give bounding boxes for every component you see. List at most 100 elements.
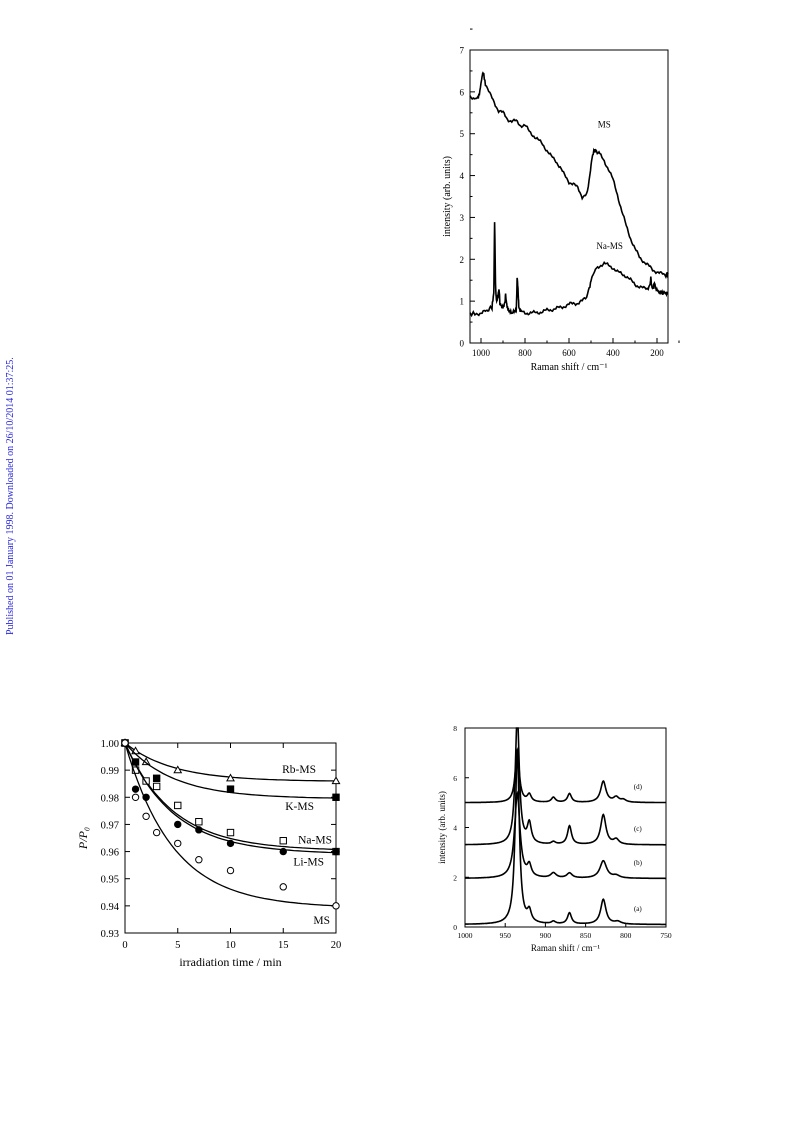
- y-tick-label: 1.00: [101, 739, 119, 750]
- x-axis-label: Raman shift / cm⁻¹: [531, 943, 600, 953]
- data-point-rb-ms: [331, 776, 341, 785]
- y-axis-label: intensity (arb. units): [442, 156, 453, 237]
- x-tick-label: 15: [278, 940, 289, 951]
- series-line-ms: [469, 71, 669, 280]
- fit-line-ms: [124, 742, 337, 907]
- y-tick-label: 0: [453, 923, 457, 932]
- series-label-a: (a): [634, 905, 642, 913]
- x-tick-label: 5: [175, 940, 180, 951]
- y-tick-label: 6: [460, 87, 465, 97]
- x-tick-label: 950: [500, 931, 512, 940]
- data-point-k-ms: [131, 758, 140, 766]
- data-point-k-ms: [152, 774, 161, 782]
- x-tick-label: 800: [620, 931, 632, 940]
- x-tick-label: 750: [660, 931, 672, 940]
- data-point-na-ms: [142, 777, 150, 785]
- data-point-na-ms: [152, 782, 161, 791]
- data-point-ms: [195, 856, 203, 864]
- data-point-ms: [142, 812, 150, 820]
- data-point-rb-ms: [141, 757, 151, 766]
- x-tick-label: 1000: [472, 348, 491, 358]
- x-tick-label: 200: [650, 348, 664, 358]
- y-tick-label: 0.96: [101, 848, 119, 859]
- x-tick-label: 800: [518, 348, 532, 358]
- data-point-rb-ms: [120, 738, 130, 747]
- data-point-ms: [152, 828, 161, 837]
- series-label-b: (b): [634, 859, 643, 867]
- data-point-li-ms: [142, 793, 150, 801]
- fit-line-na-ms: [124, 742, 337, 851]
- y-tick-label: 8: [453, 724, 457, 733]
- y-tick-label: 0.95: [101, 875, 119, 886]
- data-point-rb-ms: [173, 765, 183, 774]
- y-tick-label: 0.99: [101, 766, 119, 777]
- series-line-c: [465, 727, 666, 846]
- y-tick-label: 6: [453, 774, 457, 783]
- y-tick-label: 3: [460, 213, 465, 223]
- y-tick-label: 5: [460, 129, 465, 139]
- y-tick-label: 2: [460, 255, 465, 265]
- y-tick-label: 7: [460, 46, 465, 56]
- data-point-ms: [226, 866, 235, 875]
- y-tick-label: 1: [460, 297, 465, 307]
- series-label-ms: MS: [313, 915, 330, 927]
- fit-line-k-ms: [124, 742, 337, 799]
- data-point-li-ms: [226, 839, 235, 848]
- data-point-ms: [121, 739, 129, 747]
- data-point-na-ms: [279, 837, 287, 845]
- y-axis-label: P/P₀: [76, 827, 90, 850]
- plot-frame: [124, 742, 337, 934]
- series-label-c: (c): [634, 825, 642, 833]
- x-tick-label: 850: [580, 931, 592, 940]
- data-point-li-ms: [174, 820, 182, 829]
- data-point-rb-ms: [226, 773, 235, 782]
- series-line-na-ms: [469, 222, 669, 318]
- annotation-ms: MS: [598, 119, 611, 129]
- annotation-na-ms: Na-MS: [596, 241, 623, 251]
- x-tick-label: 0: [122, 940, 127, 951]
- data-point-na-ms: [195, 818, 203, 826]
- data-point-rb-ms: [131, 746, 141, 755]
- x-tick-label: 1000: [458, 931, 473, 940]
- series-line-d: [465, 746, 666, 804]
- y-tick-label: 2: [453, 873, 457, 882]
- data-point-li-ms: [332, 847, 340, 856]
- data-point-ms: [332, 902, 340, 910]
- data-point-li-ms: [195, 826, 203, 834]
- data-point-ms: [174, 839, 182, 848]
- x-tick-label: 400: [606, 348, 620, 358]
- series-line-a: [465, 749, 666, 926]
- download-watermark: Published on 01 January 1998. Downloaded…: [5, 357, 16, 635]
- x-tick-label: 20: [331, 940, 342, 951]
- plot-frame: [464, 727, 667, 928]
- x-tick-label: 10: [225, 940, 236, 951]
- data-point-li-ms: [131, 785, 140, 793]
- data-point-k-ms: [226, 785, 235, 793]
- data-point-k-ms: [332, 793, 340, 801]
- data-point-na-ms: [332, 847, 340, 856]
- x-axis-label: irradiation time / min: [179, 955, 281, 969]
- x-tick-label: 900: [540, 931, 552, 940]
- fit-line-rb-ms: [124, 742, 337, 782]
- series-label-rb-ms: Rb-MS: [282, 764, 316, 776]
- series-label-d: (d): [634, 783, 643, 791]
- data-point-na-ms: [121, 739, 129, 747]
- data-point-na-ms: [131, 766, 140, 774]
- data-point-na-ms: [226, 828, 235, 837]
- y-tick-label: 0.97: [101, 820, 119, 831]
- data-point-li-ms: [279, 847, 287, 856]
- series-label-li-ms: Li-MS: [293, 857, 324, 869]
- data-point-ms: [279, 883, 287, 891]
- y-tick-label: 4: [460, 171, 465, 181]
- y-axis-label: intensity (arb. units): [437, 791, 447, 864]
- plot-frame: [469, 49, 669, 344]
- y-tick-label: 0.94: [101, 902, 120, 913]
- y-tick-label: 0: [460, 339, 465, 349]
- fit-line-li-ms: [124, 742, 337, 854]
- y-tick-label: 4: [453, 824, 457, 833]
- x-axis-label: Raman shift / cm⁻¹: [531, 362, 608, 373]
- series-label-na-ms: Na-MS: [298, 834, 332, 846]
- x-tick-label: 600: [562, 348, 576, 358]
